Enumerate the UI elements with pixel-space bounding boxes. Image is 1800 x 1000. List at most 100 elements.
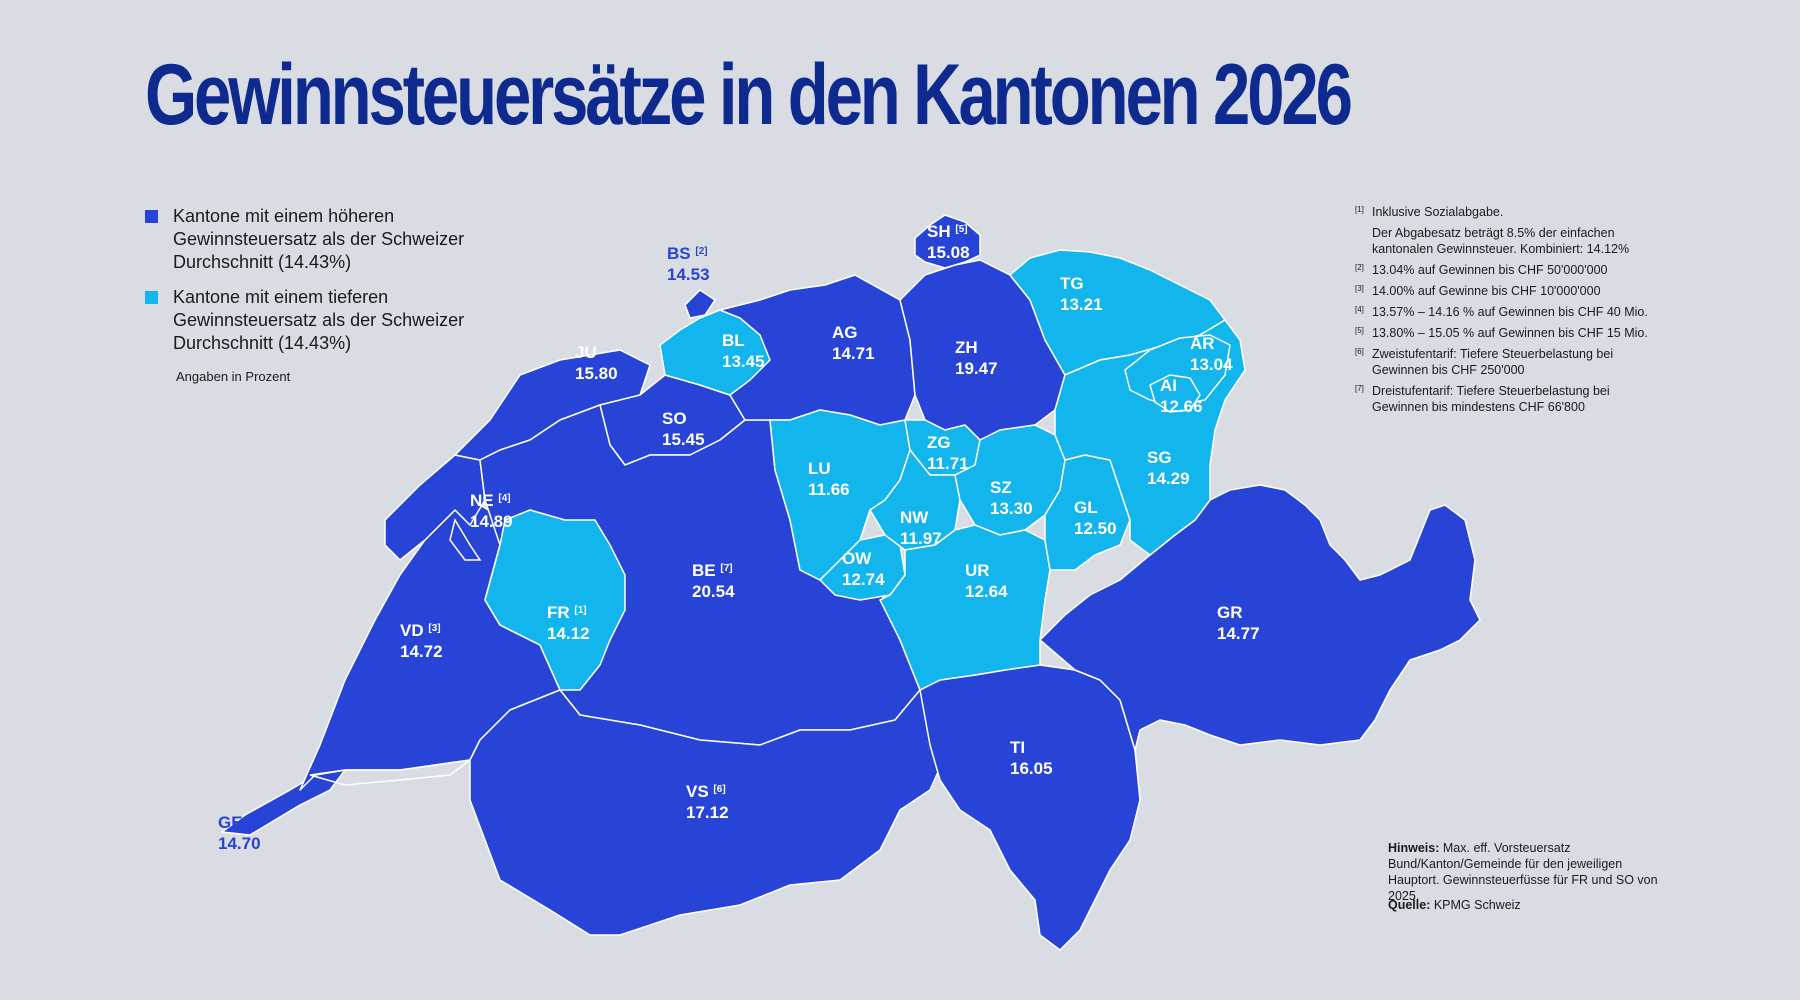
canton-label-lu: LU 11.66 bbox=[808, 458, 850, 500]
canton-code: SO bbox=[662, 409, 687, 428]
canton-label-ur: UR 12.64 bbox=[965, 560, 1008, 602]
canton-value: 13.04 bbox=[1190, 355, 1233, 374]
canton-shape-zh bbox=[899, 259, 1066, 441]
canton-label-ow: OW 12.74 bbox=[842, 548, 885, 590]
canton-value: 19.47 bbox=[955, 359, 998, 378]
canton-label-sg: SG 14.29 bbox=[1147, 447, 1190, 489]
canton-shape-bs bbox=[684, 289, 716, 319]
footnote-ref: [4] bbox=[1355, 305, 1364, 314]
canton-value: 12.64 bbox=[965, 582, 1008, 601]
canton-code: VS [6] bbox=[686, 782, 726, 801]
canton-label-bl: BL 13.45 bbox=[722, 330, 765, 372]
footnote-ref: [7] bbox=[720, 563, 733, 574]
canton-value: 14.72 bbox=[400, 642, 443, 661]
footnote-text: Zweistufentarif: Tiefere Steuerbelastung… bbox=[1372, 347, 1614, 377]
canton-label-zg: ZG 11.71 bbox=[927, 432, 969, 474]
canton-value: 14.53 bbox=[667, 265, 710, 284]
footnote-text: 13.57% – 14.16 % auf Gewinnen bis CHF 40… bbox=[1372, 305, 1648, 319]
footnote-4: [4] 13.57% – 14.16 % auf Gewinnen bis CH… bbox=[1355, 304, 1665, 320]
canton-label-gr: GR 14.77 bbox=[1217, 602, 1260, 644]
canton-value: 15.08 bbox=[927, 243, 970, 262]
canton-label-ti: TI 16.05 bbox=[1010, 737, 1053, 779]
footnote-ref: [2] bbox=[1355, 263, 1364, 272]
canton-label-ar: AR 13.04 bbox=[1190, 333, 1233, 375]
canton-code: SG bbox=[1147, 448, 1172, 467]
canton-label-bs: BS [2] 14.53 bbox=[667, 243, 710, 285]
canton-shape-sh bbox=[914, 214, 981, 269]
canton-shape-ur bbox=[879, 524, 1051, 691]
canton-shape-bl bbox=[659, 309, 771, 396]
footnote-1: [1] Inklusive Sozialabgabe. bbox=[1355, 204, 1665, 220]
canton-value: 20.54 bbox=[692, 582, 735, 601]
canton-code: BL bbox=[722, 331, 745, 350]
canton-label-ge: GE 14.70 bbox=[218, 812, 261, 854]
canton-code: VD [3] bbox=[400, 621, 441, 640]
canton-value: 17.12 bbox=[686, 803, 729, 822]
canton-label-sz: SZ 13.30 bbox=[990, 477, 1033, 519]
legend-swatch-lower bbox=[145, 291, 158, 304]
canton-code: GR bbox=[1217, 603, 1243, 622]
canton-code: SH [5] bbox=[927, 222, 968, 241]
hint-text: Max. eff. Vorsteuersatz Bund/Kanton/Geme… bbox=[1388, 841, 1658, 903]
canton-shape-ne bbox=[384, 454, 486, 561]
canton-value: 15.45 bbox=[662, 430, 705, 449]
unit-note: Angaben in Prozent bbox=[176, 369, 291, 384]
footnote-ref: [5] bbox=[955, 224, 968, 235]
canton-shape-ai bbox=[1149, 374, 1201, 413]
footnote-text: 13.04% auf Gewinnen bis CHF 50'000'000 bbox=[1372, 263, 1608, 277]
footnote-1-extra: Der Abgabesatz beträgt 8.5% der einfache… bbox=[1372, 226, 1630, 256]
canton-label-ju: JU 15.80 bbox=[575, 342, 618, 384]
legend-item-lower: Kantone mit einem tieferen Gewinnsteuers… bbox=[145, 286, 485, 355]
canton-label-be: BE [7] 20.54 bbox=[692, 560, 735, 602]
canton-value: 12.50 bbox=[1074, 519, 1117, 538]
canton-value: 13.21 bbox=[1060, 295, 1103, 314]
canton-code: TI bbox=[1010, 738, 1026, 757]
canton-code: GL bbox=[1074, 498, 1098, 517]
footnote-6: [6] Zweistufentarif: Tiefere Steuerbelas… bbox=[1355, 346, 1665, 378]
canton-label-fr: FR [1] 14.12 bbox=[547, 602, 590, 644]
footnote-2: [2] 13.04% auf Gewinnen bis CHF 50'000'0… bbox=[1355, 262, 1665, 278]
canton-code: BE [7] bbox=[692, 561, 733, 580]
footnote-3: [3] 14.00% auf Gewinne bis CHF 10'000'00… bbox=[1355, 283, 1665, 299]
canton-code: AG bbox=[832, 323, 858, 342]
legend-item-higher: Kantone mit einem höheren Gewinnsteuersa… bbox=[145, 205, 485, 274]
canton-code: ZH bbox=[955, 338, 978, 357]
canton-code: NE [4] bbox=[470, 491, 511, 510]
canton-code: TG bbox=[1060, 274, 1084, 293]
canton-code: AR bbox=[1190, 334, 1215, 353]
canton-label-so: SO 15.45 bbox=[662, 408, 705, 450]
footnote-text: 14.00% auf Gewinne bis CHF 10'000'000 bbox=[1372, 284, 1601, 298]
footnote-text: 13.80% – 15.05 % auf Gewinnen bis CHF 15… bbox=[1372, 326, 1648, 340]
legend: Kantone mit einem höheren Gewinnsteuersa… bbox=[145, 205, 485, 384]
footnote-ref: [6] bbox=[1355, 347, 1364, 356]
canton-shape-ge bbox=[221, 769, 346, 836]
footnote-ref: [7] bbox=[1355, 384, 1364, 393]
canton-value: 13.45 bbox=[722, 352, 765, 371]
canton-label-ag: AG 14.71 bbox=[832, 322, 875, 364]
source-text: KPMG Schweiz bbox=[1430, 898, 1521, 912]
canton-label-ai: AI 12.66 bbox=[1160, 375, 1203, 417]
footnote-ref: [2] bbox=[695, 246, 708, 257]
canton-code: BS [2] bbox=[667, 244, 708, 263]
footnote-7: [7] Dreistufentarif: Tiefere Steuerbelas… bbox=[1355, 383, 1665, 415]
canton-shape-nw bbox=[869, 449, 961, 551]
canton-label-ne: NE [4] 14.89 bbox=[470, 490, 513, 532]
canton-code: GE bbox=[218, 813, 243, 832]
footnote-ref: [5] bbox=[1355, 326, 1364, 335]
footnotes: [1] Inklusive Sozialabgabe. Der Abgabesa… bbox=[1355, 204, 1665, 420]
canton-code: AI bbox=[1160, 376, 1177, 395]
canton-value: 14.29 bbox=[1147, 469, 1190, 488]
canton-label-nw: NW 11.97 bbox=[900, 507, 942, 549]
canton-label-tg: TG 13.21 bbox=[1060, 273, 1103, 315]
canton-value: 11.97 bbox=[900, 529, 942, 548]
canton-value: 13.30 bbox=[990, 499, 1033, 518]
source-note: Quelle: KPMG Schweiz bbox=[1388, 898, 1521, 912]
canton-label-vd: VD [3] 14.72 bbox=[400, 620, 443, 662]
lake-neuchatel-outline bbox=[449, 518, 482, 561]
canton-code: FR [1] bbox=[547, 603, 587, 622]
canton-value: 11.71 bbox=[927, 454, 969, 473]
hint-label: Hinweis: bbox=[1388, 841, 1440, 855]
canton-code: JU bbox=[575, 343, 597, 362]
canton-value: 14.77 bbox=[1217, 624, 1260, 643]
footnote-ref: [3] bbox=[428, 623, 441, 634]
